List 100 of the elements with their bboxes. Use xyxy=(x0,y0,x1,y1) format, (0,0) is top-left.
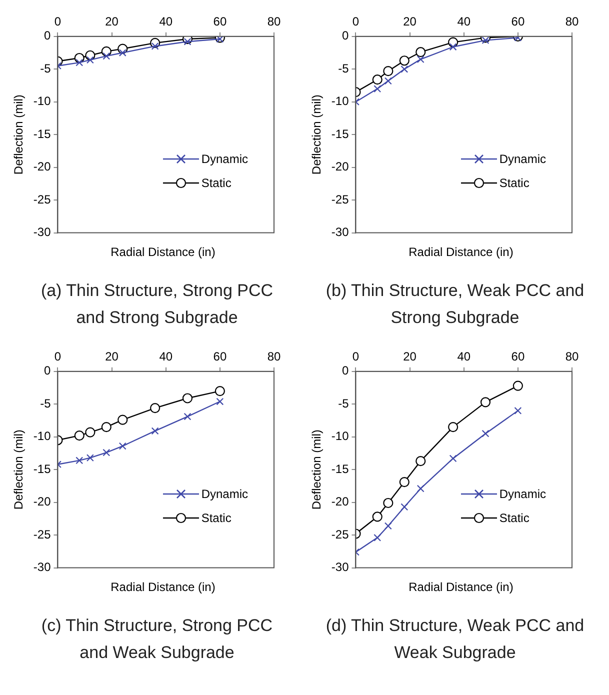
x-tick-label: 40 xyxy=(457,350,471,364)
point xyxy=(150,403,160,414)
point xyxy=(374,534,382,542)
x-tick-label: 80 xyxy=(565,350,579,364)
point xyxy=(449,43,457,51)
x-tick-label: 0 xyxy=(54,14,62,29)
y-tick-label: -15 xyxy=(331,462,350,476)
point xyxy=(151,427,159,435)
x-tick-label: 40 xyxy=(159,350,173,364)
point xyxy=(372,512,382,522)
y-axis-title: Deflection (mil) xyxy=(310,430,324,510)
point xyxy=(399,476,410,488)
y-tick-label: -30 xyxy=(331,225,350,240)
y-tick-label: 0 xyxy=(44,28,52,43)
x-tick-label: 60 xyxy=(213,14,227,29)
y-tick-label: -15 xyxy=(331,126,350,141)
legend-label: Static xyxy=(201,176,232,190)
x-tick-label: 80 xyxy=(267,350,281,364)
text: (c) Thin Structure, Strong PCC and Weak Subgrade xyxy=(40,615,274,664)
y-axis-title: Deflection (mil) xyxy=(12,430,26,510)
point xyxy=(374,85,382,93)
x-tick-label: 80 xyxy=(267,14,281,29)
text: (b) Thin Structure, Weak PCC and Strong Subgrade xyxy=(325,280,585,329)
x-tick-label: 20 xyxy=(403,14,417,29)
point xyxy=(216,398,224,406)
y-tick-label: -10 xyxy=(331,94,350,108)
y-tick-label: -25 xyxy=(331,527,350,542)
point xyxy=(74,430,84,441)
point xyxy=(480,397,491,408)
point xyxy=(101,422,112,432)
point xyxy=(86,454,94,462)
point xyxy=(512,380,523,391)
y-tick-label: -5 xyxy=(40,396,52,410)
point xyxy=(214,386,225,396)
point xyxy=(416,456,426,466)
point xyxy=(400,65,408,73)
y-tick-label: 0 xyxy=(44,364,52,378)
y-tick-label: -5 xyxy=(40,61,52,76)
x-tick-label: 0 xyxy=(54,350,62,364)
y-tick-label: -25 xyxy=(331,192,350,206)
y-tick-label: -20 xyxy=(331,494,350,509)
x-tick-label: 60 xyxy=(511,350,525,364)
y-tick-label: -15 xyxy=(33,462,52,476)
y-tick-label: -25 xyxy=(33,527,52,542)
x-tick-label: 20 xyxy=(105,350,119,364)
legend-label: Static xyxy=(201,511,232,525)
point xyxy=(118,414,128,425)
x-axis-title: Radial Distance (in) xyxy=(110,245,216,259)
point xyxy=(384,522,392,530)
legend-label: Dynamic xyxy=(201,487,248,501)
legend-label: Dynamic xyxy=(499,152,546,166)
x-axis-title: Radial Distance (in) xyxy=(408,580,514,594)
text: (d) Thin Structure, Weak PCC and Weak Subgrade xyxy=(325,615,585,664)
point xyxy=(182,393,193,404)
point xyxy=(482,430,490,438)
point xyxy=(118,442,126,450)
legend-label: Dynamic xyxy=(499,487,546,501)
x-tick-label: 20 xyxy=(105,14,119,29)
point xyxy=(184,412,192,420)
point xyxy=(399,56,410,66)
point xyxy=(76,456,84,464)
y-tick-label: -20 xyxy=(331,160,350,174)
y-tick-label: -20 xyxy=(33,494,52,509)
point xyxy=(85,427,96,438)
y-tick-label: -15 xyxy=(33,126,52,141)
x-tick-label: 20 xyxy=(403,350,417,364)
y-tick-label: -30 xyxy=(33,560,52,574)
y-tick-label: -10 xyxy=(33,429,52,444)
y-tick-label: -25 xyxy=(33,192,52,206)
x-tick-label: 80 xyxy=(565,14,579,29)
point xyxy=(416,484,424,492)
text: (a) Thin Structure, Strong PCC and Strong Subgrade xyxy=(40,280,274,329)
legend-label: Static xyxy=(499,511,530,525)
x-tick-label: 0 xyxy=(352,350,360,364)
point xyxy=(372,74,382,85)
y-tick-label: -5 xyxy=(338,396,350,410)
legend-label: Dynamic xyxy=(201,152,248,166)
point xyxy=(449,454,457,462)
y-tick-label: -20 xyxy=(33,160,52,174)
y-tick-label: -5 xyxy=(338,61,350,76)
x-tick-label: 60 xyxy=(511,14,525,29)
x-tick-label: 40 xyxy=(159,14,173,29)
y-tick-label: -30 xyxy=(331,560,350,574)
y-tick-label: 0 xyxy=(342,28,350,43)
point xyxy=(416,47,426,58)
x-axis-title: Radial Distance (in) xyxy=(110,580,216,594)
point xyxy=(383,498,394,508)
point xyxy=(416,56,424,64)
x-tick-label: 40 xyxy=(457,14,471,29)
y-tick-label: -10 xyxy=(331,429,350,444)
point xyxy=(383,66,394,76)
point xyxy=(514,406,522,414)
y-tick-label: -30 xyxy=(33,225,52,240)
point xyxy=(400,503,408,511)
y-axis-title: Deflection (mil) xyxy=(12,94,26,175)
point xyxy=(102,448,110,456)
x-axis-title: Radial Distance (in) xyxy=(408,245,514,259)
point xyxy=(448,422,458,432)
point xyxy=(384,77,392,85)
y-tick-label: 0 xyxy=(342,364,350,378)
